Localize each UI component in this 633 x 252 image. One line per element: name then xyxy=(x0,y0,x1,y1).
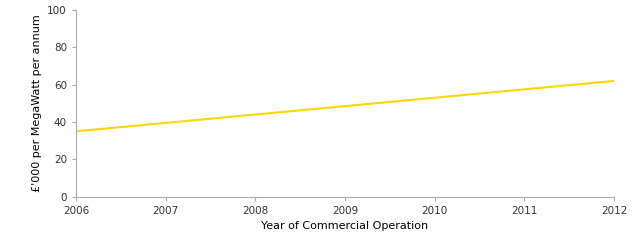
Y-axis label: £'000 per MegaWatt per annum: £'000 per MegaWatt per annum xyxy=(32,14,42,192)
X-axis label: Year of Commercial Operation: Year of Commercial Operation xyxy=(261,221,429,231)
